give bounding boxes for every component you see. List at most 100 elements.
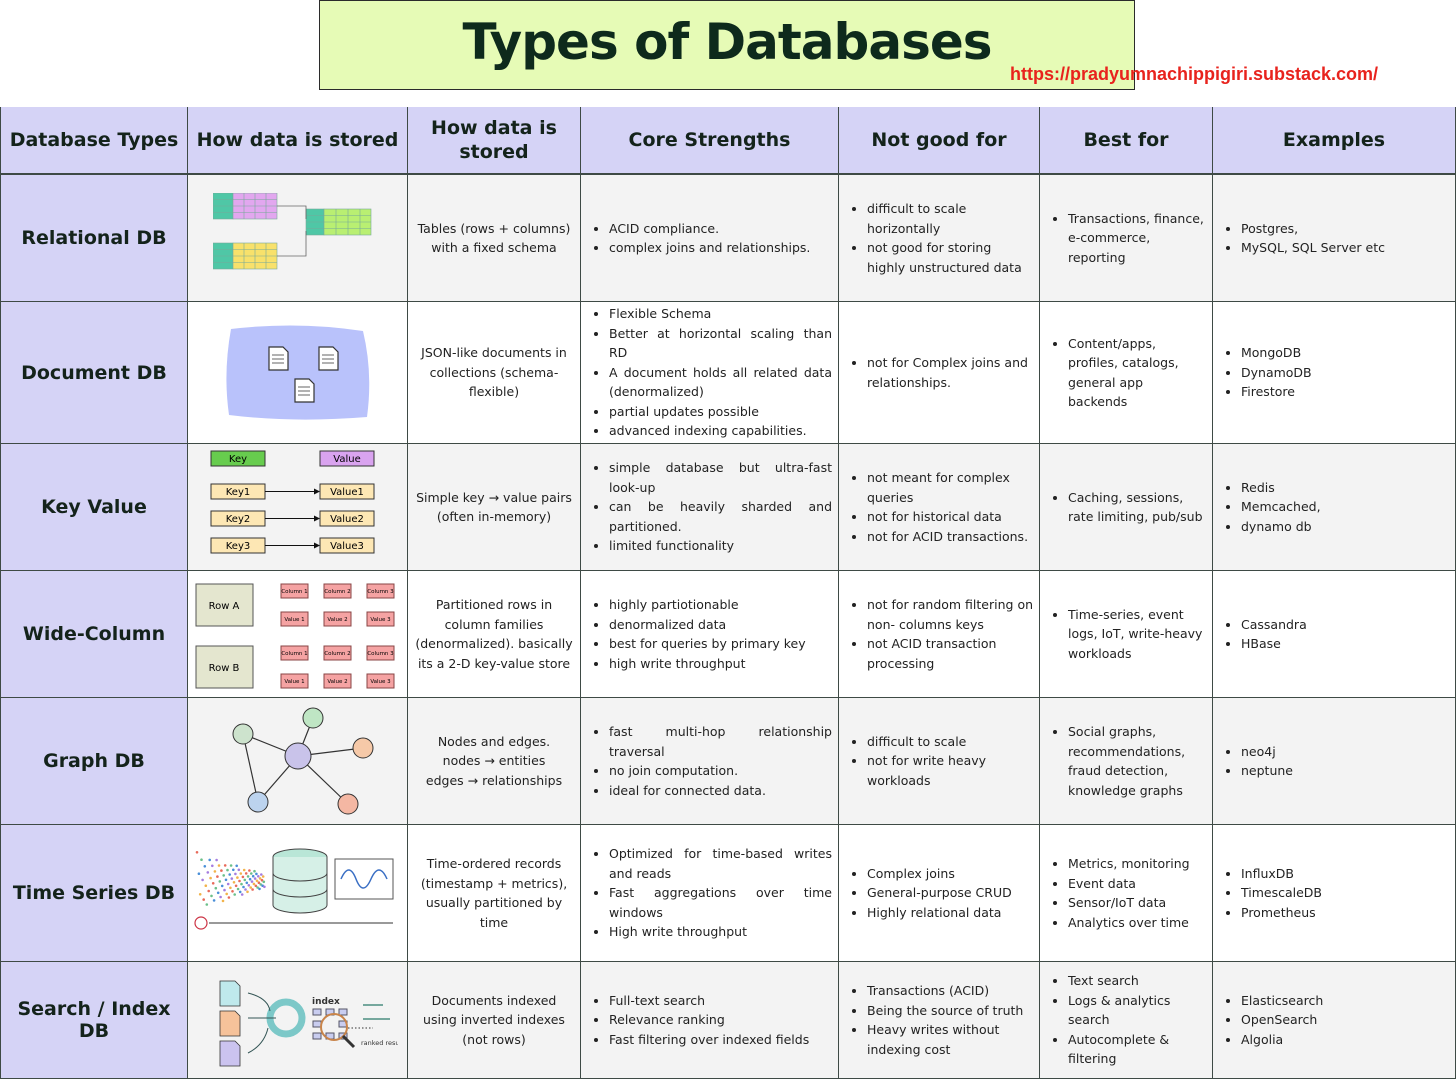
not-good-item: not meant for complex queries	[867, 468, 1033, 507]
how-data-is-stored-cell: Time-ordered records (timestamp + metric…	[408, 825, 581, 962]
examples-item: Algolia	[1241, 1030, 1323, 1050]
row-3-type: Wide-Column	[0, 571, 188, 698]
wc-column-label: Column 3	[367, 589, 394, 595]
strengths-cell: Flexible SchemaBetter at horizontal scal…	[581, 302, 839, 444]
time-series-diagram	[188, 825, 408, 962]
best-for-item: Logs & analytics search	[1068, 991, 1206, 1030]
best-for-list: Transactions, finance, e-commerce, repor…	[1054, 209, 1206, 268]
wc-row-label: Row B	[209, 663, 240, 674]
examples-item: Cassandra	[1241, 615, 1307, 635]
strengths-item: Fast filtering over indexed fields	[609, 1030, 809, 1050]
not-good-item: not for write heavy workloads	[867, 751, 1033, 790]
examples-list: Postgres,MySQL, SQL Server etc	[1227, 219, 1385, 258]
not-good-item: Highly relational data	[867, 903, 1012, 923]
row-2-type: Key Value	[0, 444, 188, 571]
strengths-item: complex joins and relationships.	[609, 238, 810, 258]
examples-cell: RedisMemcached,dynamo db	[1213, 444, 1456, 571]
strengths-cell: fast multi-hop relationship traversalno …	[581, 698, 839, 825]
not-good-item: Being the source of truth	[867, 1001, 1033, 1021]
database-type-name: Wide-Column	[22, 623, 166, 645]
how-data-is-stored-text: Documents indexed using inverted indexes…	[423, 992, 565, 1047]
documents-illustration	[225, 324, 369, 420]
not-good-list: difficult to scalenot for write heavy wo…	[853, 732, 1033, 791]
how-data-is-stored-text: Nodes and edges. nodes → entities edges …	[425, 733, 563, 788]
title-banner: Types of Databases	[319, 0, 1135, 90]
strengths-item: best for queries by primary key	[609, 634, 806, 654]
wc-value-label: Value 1	[284, 617, 304, 623]
strengths-item: advanced indexing capabilities.	[609, 421, 832, 441]
best-for-item: Time-series, event logs, IoT, write-heav…	[1068, 605, 1206, 664]
best-for-item: Text search	[1068, 971, 1206, 991]
strengths-item: High write throughput	[609, 922, 832, 942]
best-for-cell: Caching, sessions, rate limiting, pub/su…	[1040, 444, 1213, 571]
search-index-illustration: index ranked results	[219, 980, 398, 1066]
kv-key-1: Key1	[226, 487, 251, 498]
examples-item: TimescaleDB	[1241, 883, 1322, 903]
how-data-is-stored-cell: Simple key → value pairs (often in-memor…	[408, 444, 581, 571]
examples-cell: CassandraHBase	[1213, 571, 1456, 698]
best-for-item: Metrics, monitoring	[1068, 854, 1190, 874]
strengths-item: Full-text search	[609, 991, 809, 1011]
examples-cell: Postgres,MySQL, SQL Server etc	[1213, 175, 1456, 302]
not-good-list: difficult to scale horizontallynot good …	[853, 199, 1033, 277]
header-how-data-is-stored-illustration: How data is stored	[188, 107, 408, 175]
row-5-type: Time Series DB	[0, 825, 188, 962]
tables-diagram	[188, 175, 408, 302]
not-good-item: Complex joins	[867, 864, 1012, 884]
strengths-cell: Optimized for time-based writes and read…	[581, 825, 839, 962]
time-series-illustration	[193, 848, 393, 930]
not-good-item: not for ACID transactions.	[867, 527, 1033, 547]
examples-item: Prometheus	[1241, 903, 1322, 923]
examples-item: InfluxDB	[1241, 864, 1322, 884]
best-for-cell: Social graphs, recommendations, fraud de…	[1040, 698, 1213, 825]
examples-list: ElasticsearchOpenSearchAlgolia	[1227, 991, 1323, 1050]
strengths-list: highly partiotionabledenormalized databe…	[595, 595, 806, 673]
strengths-cell: highly partiotionabledenormalized databe…	[581, 571, 839, 698]
not-good-item: Transactions (ACID)	[867, 981, 1033, 1001]
database-type-name: Key Value	[41, 496, 147, 518]
how-data-is-stored-text: JSON-like documents in collections (sche…	[421, 345, 567, 400]
strengths-item: partial updates possible	[609, 402, 832, 422]
best-for-cell: Time-series, event logs, IoT, write-heav…	[1040, 571, 1213, 698]
examples-list: neo4jneptune	[1227, 742, 1293, 781]
key-value-diagram: Key Value Key1 Value1 Key2 Value2 Key3 Value3	[188, 444, 408, 571]
examples-item: MySQL, SQL Server etc	[1241, 238, 1385, 258]
how-data-is-stored-cell: Nodes and edges. nodes → entities edges …	[408, 698, 581, 825]
not-good-item: not for historical data	[867, 507, 1033, 527]
examples-cell: InfluxDBTimescaleDBPrometheus	[1213, 825, 1456, 962]
best-for-list: Text searchLogs & analytics searchAutoco…	[1054, 971, 1206, 1069]
strengths-list: Full-text searchRelevance rankingFast fi…	[595, 991, 809, 1050]
not-good-list: not meant for complex queriesnot for his…	[853, 468, 1033, 546]
not-good-item: not ACID transaction processing	[867, 634, 1033, 673]
database-type-name: Graph DB	[43, 750, 145, 772]
not-good-cell: Complex joinsGeneral-purpose CRUDHighly …	[839, 825, 1040, 962]
header-how-data-is-stored-illustration-label: How data is stored	[196, 129, 399, 151]
row-6-type: Search / Index DB	[0, 962, 188, 1079]
examples-list: MongoDBDynamoDBFirestore	[1227, 343, 1312, 402]
strengths-list: Flexible SchemaBetter at horizontal scal…	[595, 304, 832, 441]
best-for-cell: Content/apps, profiles, catalogs, genera…	[1040, 302, 1213, 444]
kv-value-label: Value	[333, 454, 360, 465]
best-for-item: Autocomplete & filtering	[1068, 1030, 1206, 1069]
graph-diagram	[188, 698, 408, 825]
database-type-name: Time Series DB	[12, 882, 176, 904]
strengths-item: high write throughput	[609, 654, 806, 674]
examples-item: neptune	[1241, 761, 1293, 781]
how-data-is-stored-cell: Documents indexed using inverted indexes…	[408, 962, 581, 1079]
tables-illustration	[212, 193, 371, 270]
best-for-item: Transactions, finance, e-commerce, repor…	[1068, 209, 1206, 268]
header-database-types-label: Database Types	[9, 129, 179, 151]
row-4-type: Graph DB	[0, 698, 188, 825]
kv-value-3: Value3	[330, 541, 364, 552]
strengths-cell: Full-text searchRelevance rankingFast fi…	[581, 962, 839, 1079]
how-data-is-stored-cell: JSON-like documents in collections (sche…	[408, 302, 581, 444]
kv-value-1: Value1	[330, 487, 364, 498]
header-how-data-is-stored: How data is stored	[408, 107, 581, 175]
strengths-item: Better at horizontal scaling than RD	[609, 324, 832, 363]
header-best-for: Best for	[1040, 107, 1213, 175]
wc-column-label: Column 1	[281, 589, 307, 595]
best-for-item: Event data	[1068, 874, 1190, 894]
not-good-item: not good for storing highly unstructured…	[867, 238, 1033, 277]
strengths-cell: simple database but ultra-fast look-upca…	[581, 444, 839, 571]
index-label: index	[312, 997, 340, 1007]
